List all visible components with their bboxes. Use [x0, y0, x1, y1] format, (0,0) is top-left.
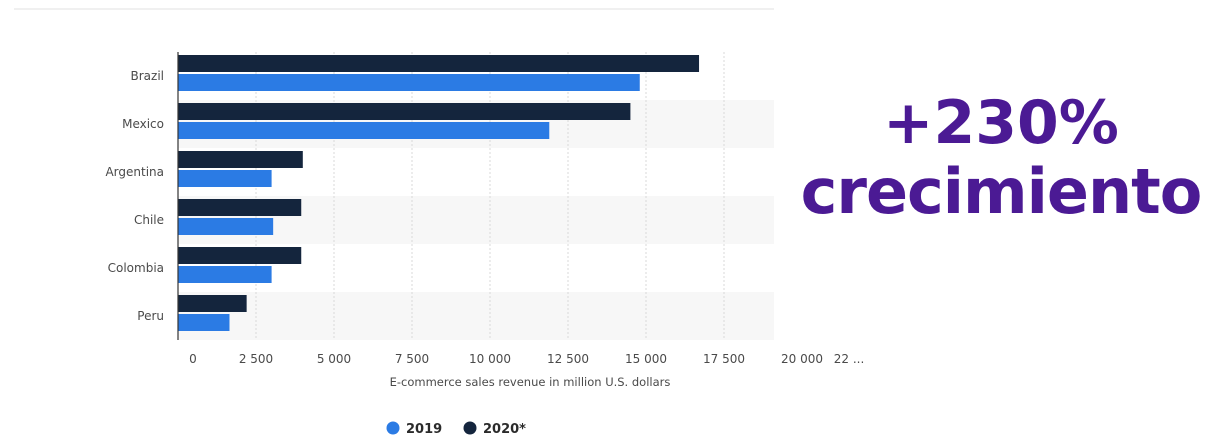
- x-tick-label: 15 000: [625, 352, 667, 366]
- bar-argentina-2019: [178, 170, 272, 187]
- category-label: Colombia: [108, 261, 164, 275]
- x-tick-label: 17 500: [703, 352, 745, 366]
- row-band: [178, 292, 774, 340]
- category-label: Peru: [137, 309, 164, 323]
- growth-percent: +230%: [883, 88, 1119, 158]
- growth-caption: crecimiento: [800, 155, 1203, 229]
- category-label: Chile: [134, 213, 164, 227]
- x-tick-label: 22 ...: [834, 352, 865, 366]
- x-axis-title: E-commerce sales revenue in million U.S.…: [390, 375, 671, 389]
- card-top-shadow: [14, 8, 774, 10]
- bar-chile-2020: [178, 199, 302, 216]
- bar-argentina-2020: [178, 151, 303, 168]
- bar-colombia-2020: [178, 247, 302, 264]
- x-tick-label: 20 000: [781, 352, 823, 366]
- x-tick-label: 2 500: [239, 352, 273, 366]
- x-tick-label: 0: [189, 352, 197, 366]
- bar-peru-2020: [178, 295, 247, 312]
- x-tick-label: 5 000: [317, 352, 351, 366]
- bar-mexico-2020: [178, 103, 631, 120]
- bar-brazil-2019: [178, 74, 640, 91]
- bar-brazil-2020: [178, 55, 700, 72]
- growth-callout: +230% crecimiento: [774, 88, 1228, 229]
- x-tick-label: 10 000: [469, 352, 511, 366]
- legend-swatch-2020: [463, 421, 477, 435]
- legend-label: 2020*: [483, 422, 526, 437]
- bar-chile-2019: [178, 218, 274, 235]
- legend-swatch-2019: [386, 421, 400, 435]
- bar-colombia-2019: [178, 266, 272, 283]
- x-tick-label: 12 500: [547, 352, 589, 366]
- legend-label: 2019: [406, 422, 442, 437]
- category-label: Brazil: [131, 69, 165, 83]
- bar-peru-2019: [178, 314, 230, 331]
- category-label: Mexico: [122, 117, 164, 131]
- category-label: Argentina: [105, 165, 164, 179]
- x-tick-label: 7 500: [395, 352, 429, 366]
- bar-mexico-2019: [178, 122, 550, 139]
